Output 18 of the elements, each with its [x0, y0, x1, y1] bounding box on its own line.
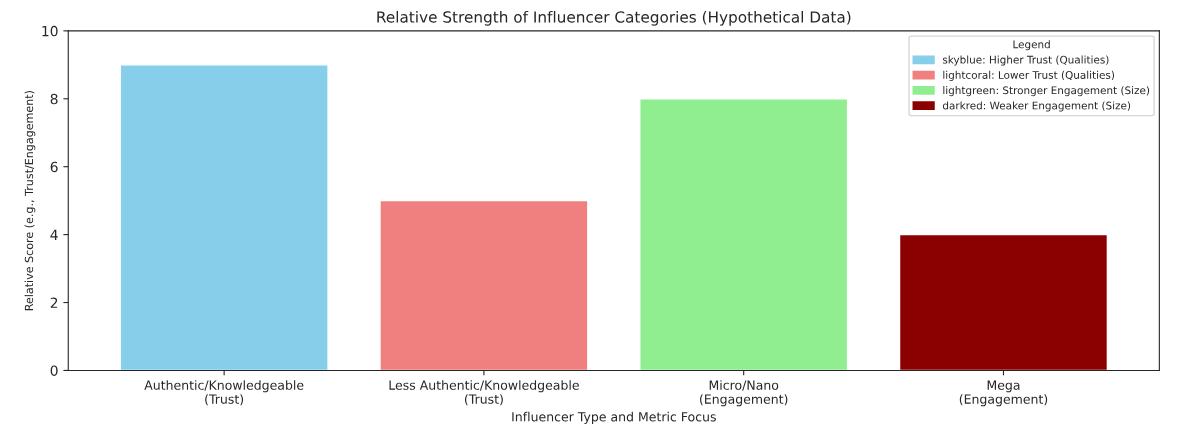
- y-tick-label: 4: [50, 229, 58, 240]
- y-tick-label: 0: [50, 365, 58, 376]
- x-tick-label: Less Authentic/Knowledgeable (Trust): [389, 380, 579, 406]
- legend-label: darkred: Weaker Engagement (Size): [942, 101, 1131, 112]
- x-tick-label: Micro/Nano (Engagement): [700, 380, 788, 407]
- y-tick-label: 10: [42, 25, 58, 37]
- x-tick-label: Authentic/Knowledgeable (Trust): [144, 380, 304, 406]
- legend-label: lightgreen: Stronger Engagement (Size): [943, 86, 1150, 97]
- x-tick-label: Mega (Engagement): [959, 380, 1048, 407]
- x-axis-title: Influencer Type and Metric Focus: [512, 411, 716, 424]
- y-tick-label: 6: [50, 161, 58, 173]
- chart-title: Relative Strength of Influencer Categories (Hypothetical Data): [377, 10, 851, 26]
- y-axis-title: Relative Score (e.g., Trust/Engagement): [24, 91, 36, 311]
- y-tick-label: 8: [50, 93, 58, 105]
- legend-label: skyblue: Higher Trust (Qualities): [942, 55, 1109, 66]
- legend-title: Legend: [1013, 40, 1050, 51]
- legend-label: lightcoral: Lower Trust (Qualities): [943, 70, 1115, 81]
- y-tick-label: 2: [50, 297, 58, 308]
